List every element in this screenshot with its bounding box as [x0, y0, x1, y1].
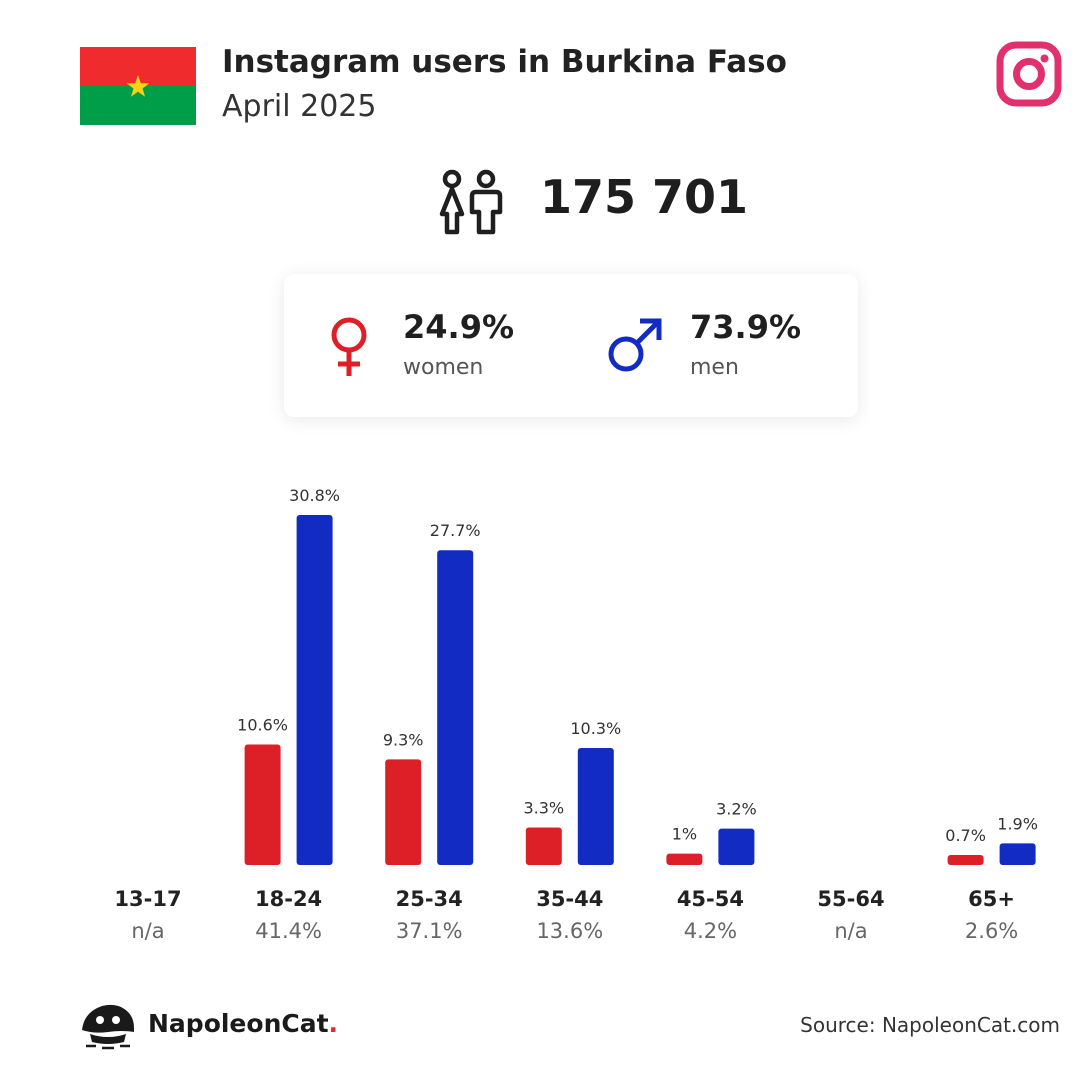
men-value-label-25-34: 27.7% [430, 521, 481, 540]
age-category-total-55-64: n/a [834, 919, 867, 943]
men-bar-25-34 [437, 550, 474, 865]
brand-name: NapoleonCat. [148, 1009, 338, 1038]
women-value-label-45-54: 1% [672, 825, 697, 844]
men-value-label-18-24: 30.8% [289, 486, 340, 505]
men-percentage: 73.9% [690, 308, 802, 346]
men-label: men [690, 355, 739, 380]
men-value-label-45-54: 3.2% [716, 800, 757, 819]
burkina-faso-flag [80, 47, 196, 125]
age-category-label-45-54: 45-54 [677, 887, 744, 911]
women-bar-35-44 [525, 827, 562, 865]
men-bar-65+ [999, 843, 1036, 865]
age-category-total-65+: 2.6% [965, 919, 1018, 943]
women-value-label-65+: 0.7% [945, 826, 986, 845]
age-category-label-18-24: 18-24 [255, 887, 322, 911]
women-bar-18-24 [244, 744, 281, 865]
napoleoncat-logo [82, 1004, 134, 1050]
women-value-label-18-24: 10.6% [237, 716, 288, 735]
women-percentage: 24.9% [403, 308, 515, 346]
age-category-label-65+: 65+ [968, 887, 1015, 911]
women-bar-25-34 [385, 759, 422, 865]
men-bar-18-24 [296, 515, 333, 865]
age-category-label-13-17: 13-17 [114, 887, 181, 911]
brand-dot: . [328, 1009, 339, 1038]
men-bar-35-44 [577, 747, 614, 865]
age-category-total-13-17: n/a [131, 919, 164, 943]
women-bar-45-54 [666, 853, 703, 865]
men-value-label-65+: 1.9% [997, 814, 1038, 833]
age-category-total-35-44: 13.6% [536, 919, 603, 943]
women-value-label-35-44: 3.3% [523, 799, 564, 818]
age-category-label-55-64: 55-64 [817, 887, 884, 911]
age-category-total-18-24: 41.4% [255, 919, 322, 943]
women-value-label-25-34: 9.3% [383, 730, 424, 749]
gender-split-card: 24.9% women 73.9% men [284, 274, 858, 417]
page-subtitle: April 2025 [222, 89, 377, 124]
age-distribution-chart: 13-17 n/a 10.6% 30.8% 18-24 41.4% 9.3% 27.7% 25-… [114, 486, 1038, 943]
age-category-total-25-34: 37.1% [396, 919, 463, 943]
women-label: women [403, 355, 484, 380]
source-credit: Source: NapoleonCat.com [800, 1013, 1060, 1037]
male-symbol-icon [608, 318, 662, 372]
total-users-value: 175 701 [540, 170, 749, 224]
women-bar-65+ [947, 855, 984, 865]
female-symbol-icon [331, 317, 367, 376]
men-value-label-35-44: 10.3% [570, 719, 621, 738]
instagram-icon [996, 41, 1062, 107]
page-title: Instagram users in Burkina Faso [222, 44, 787, 80]
brand-name-text: NapoleonCat [148, 1009, 329, 1038]
age-category-label-25-34: 25-34 [396, 887, 463, 911]
age-category-label-35-44: 35-44 [536, 887, 603, 911]
users-icon [439, 169, 503, 235]
age-category-total-45-54: 4.2% [684, 919, 737, 943]
men-bar-45-54 [718, 828, 755, 865]
